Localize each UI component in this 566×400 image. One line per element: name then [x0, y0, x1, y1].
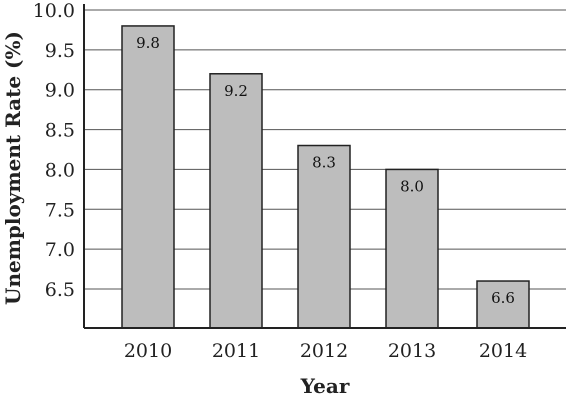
x-tick-label: 2013	[388, 340, 436, 362]
y-axis-title: Unemployment Rate (%)	[1, 31, 25, 305]
y-tick-label: 10.0	[33, 0, 75, 22]
data-label: 8.3	[312, 154, 336, 172]
x-tick-label: 2010	[124, 340, 172, 362]
x-tick-label: 2011	[212, 340, 260, 362]
data-labels: 9.8 9.2 8.3 8.0 6.6	[136, 34, 515, 307]
y-tick-label: 7.0	[45, 239, 75, 261]
bar	[385, 168, 439, 329]
axes	[83, 4, 566, 329]
x-tick-labels: 2010 2011 2012 2013 2014	[124, 340, 527, 362]
y-tick-label: 8.0	[45, 159, 75, 181]
y-tick-label: 9.5	[45, 40, 75, 62]
x-axis-title: Year	[300, 374, 350, 398]
y-tick-label: 6.5	[45, 279, 75, 301]
y-tick-label: 7.5	[45, 199, 75, 221]
data-label: 6.6	[491, 289, 515, 307]
bar	[297, 144, 351, 329]
data-label: 8.0	[400, 177, 424, 195]
x-tick-label: 2012	[300, 340, 348, 362]
data-label: 9.8	[136, 34, 160, 52]
bar	[209, 73, 263, 329]
y-tick-labels: 6.5 7.0 7.5 8.0 8.5 9.0 9.5 10.0	[33, 0, 75, 301]
y-tick-label: 8.5	[45, 120, 75, 142]
bar	[121, 25, 175, 329]
bars	[121, 25, 530, 329]
y-tick-label: 9.0	[45, 80, 75, 102]
x-tick-label: 2014	[479, 340, 527, 362]
data-label: 9.2	[224, 82, 248, 100]
